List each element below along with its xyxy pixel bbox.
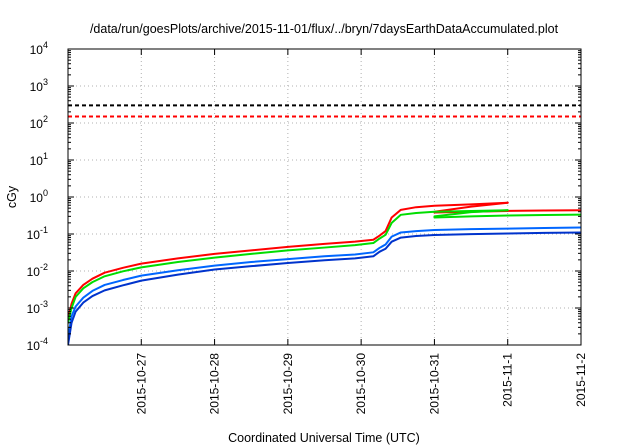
series-line [433, 201, 509, 213]
y-tick-label: 10-3 [27, 299, 48, 316]
series-line [68, 226, 581, 340]
y-tick-exponent: 1 [43, 151, 48, 161]
series-line [433, 213, 581, 219]
y-tick-exponent: 2 [43, 114, 48, 124]
y-tick-exponent: -1 [40, 225, 48, 235]
series-line [68, 201, 509, 321]
y-tick-label: 104 [30, 40, 48, 57]
chart-title: /data/run/goesPlots/archive/2015-11-01/f… [90, 22, 559, 36]
y-tick-exponent: -3 [40, 299, 48, 309]
x-tick-label: 2015-11-2 [574, 353, 588, 407]
reference-lines [68, 104, 581, 118]
series-line [433, 209, 509, 218]
x-tick-label: 2015-10-31 [427, 353, 441, 415]
y-tick-exponent: 0 [43, 188, 48, 198]
y-tick-exponent: -4 [40, 336, 48, 346]
y-tick-label: 103 [30, 77, 48, 94]
series-line [68, 209, 509, 324]
x-tick-label: 2015-10-30 [354, 353, 368, 415]
y-tick-label: 102 [30, 114, 48, 131]
y-tick-label: 100 [30, 188, 48, 205]
x-tick-label: 2015-10-28 [208, 353, 222, 415]
y-tick-label: 101 [30, 151, 48, 168]
x-axis-label: Coordinated Universal Time (UTC) [228, 431, 420, 445]
plot-frame [67, 48, 582, 346]
x-tick-label: 2015-10-27 [134, 353, 148, 415]
series-line [68, 231, 581, 345]
axis-layer: 10-410-310-210-11001011021031042015-10-2… [27, 40, 588, 414]
y-tick-exponent: -2 [40, 262, 48, 272]
y-tick-label: 10-1 [27, 225, 48, 242]
y-tick-exponent: 4 [43, 40, 48, 50]
y-tick-label: 10-2 [27, 262, 48, 279]
y-tick-exponent: 3 [43, 77, 48, 87]
x-tick-label: 2015-10-29 [281, 353, 295, 415]
series-layer [68, 201, 581, 345]
y-axis-label: cGy [5, 185, 19, 208]
x-tick-label: 2015-11-1 [501, 353, 515, 407]
grid-layer [68, 49, 581, 345]
y-tick-label: 10-4 [27, 336, 48, 353]
